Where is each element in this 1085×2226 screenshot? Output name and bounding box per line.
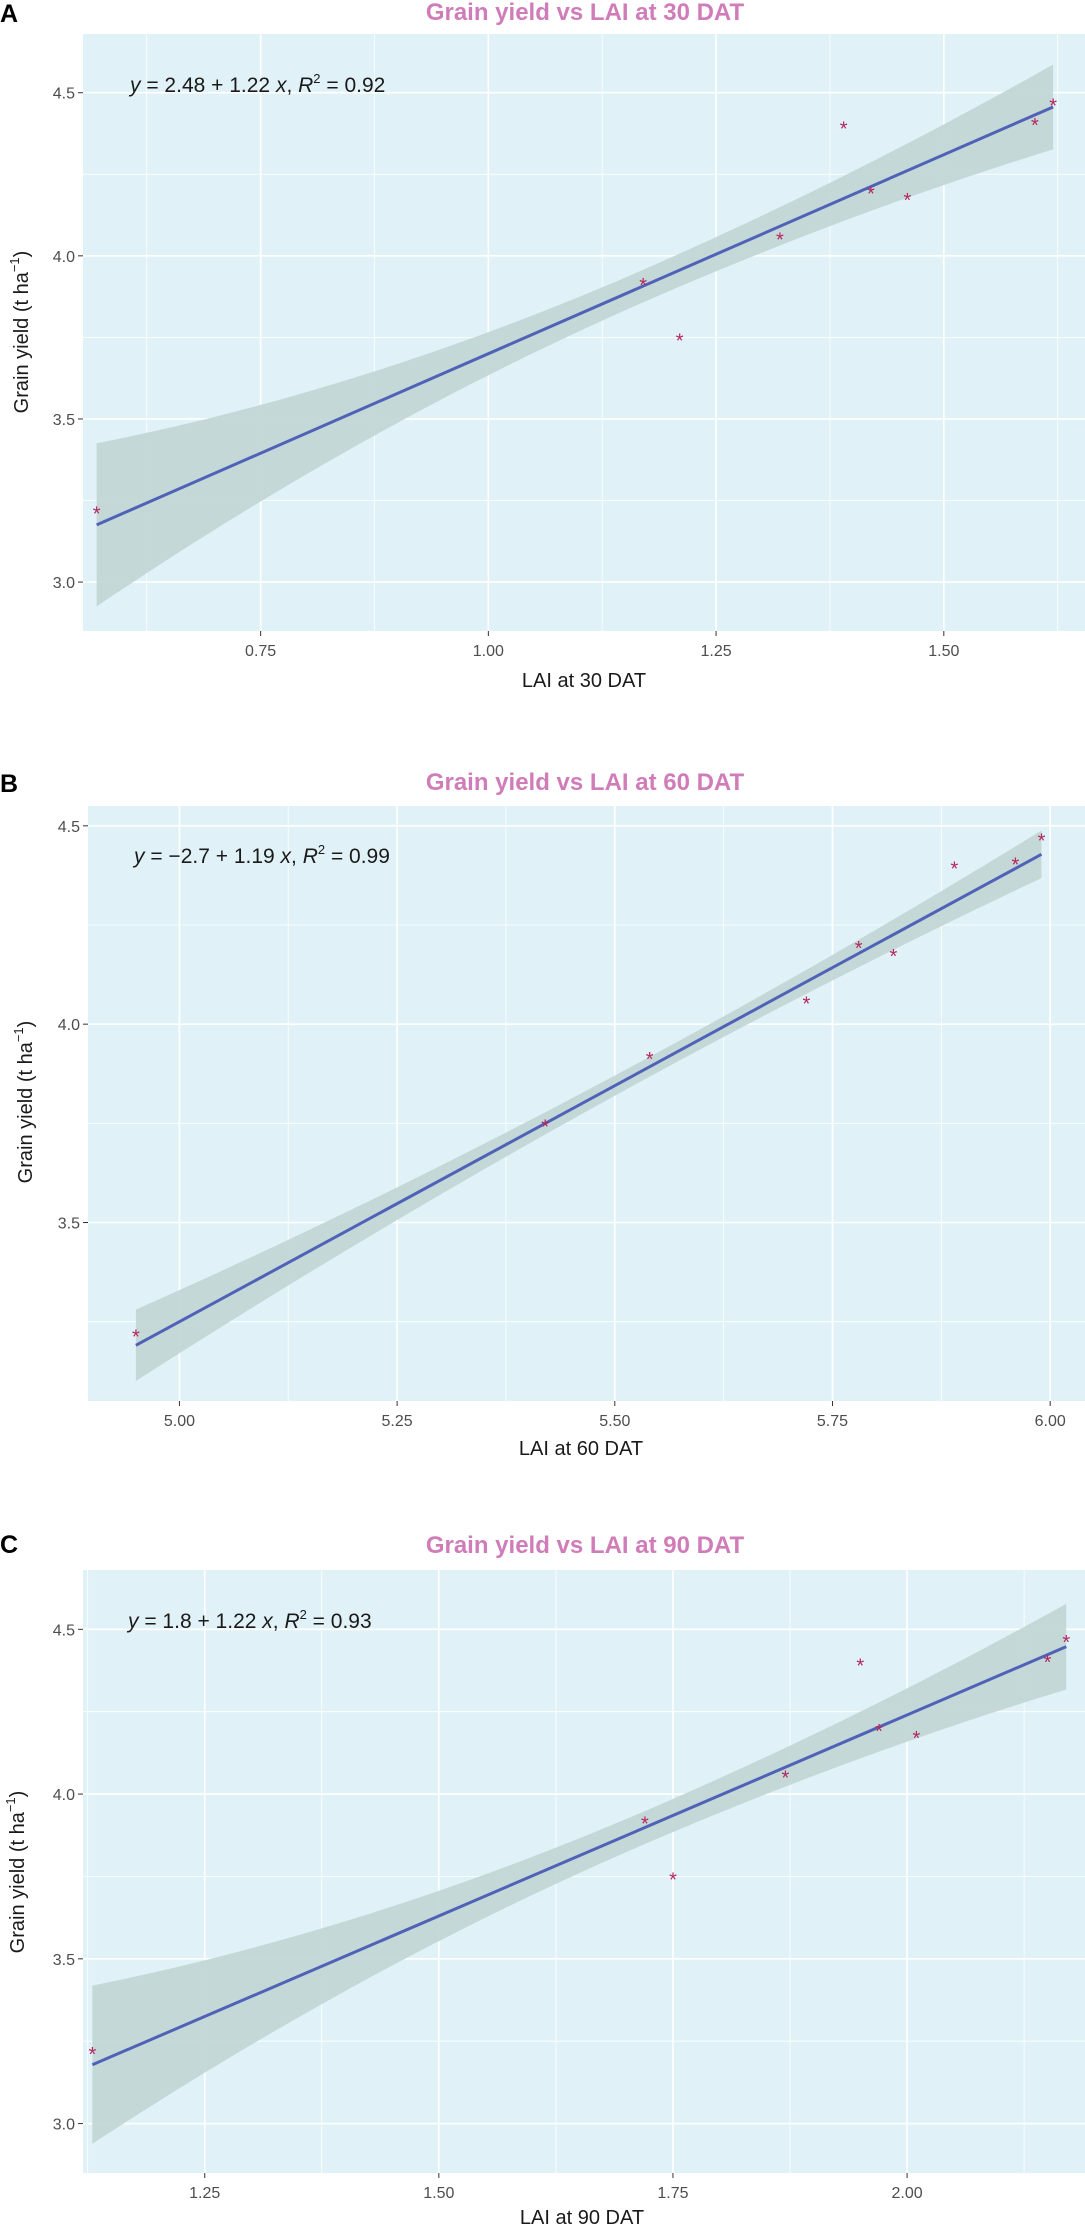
y-axis-ticks: 3.0 3.5 4.0 4.5 — [53, 86, 83, 592]
data-point: * — [676, 330, 684, 352]
x-tick-label: 1.50 — [423, 2185, 454, 2202]
data-point: * — [541, 1116, 549, 1138]
panel-c: C Grain yield vs LAI at 90 DAT ****** ***… — [0, 1531, 1085, 2226]
regression-equation: y = 1.8 + 1.22 x, R2 = 0.93 — [126, 1607, 372, 1633]
y-axis-label: Grain yield (t ha−1) — [11, 1021, 37, 1184]
regression-line — [135, 853, 1043, 1347]
x-tick-label: 1.00 — [473, 643, 504, 660]
data-point: * — [950, 859, 958, 881]
data-points: * * * * * * * * * — [88, 1632, 1070, 2066]
chart-title: Grain yield vs LAI at 90 DAT — [426, 1532, 745, 1559]
plot-area — [83, 34, 1085, 631]
x-axis-label: LAI at 90 DAT — [520, 2207, 644, 2226]
panel-a: A Grain yield vs LAI at 30 DAT ****** ***… — [0, 0, 1085, 692]
x-tick-label: 5.25 — [382, 1413, 413, 1430]
regression-line — [96, 105, 1054, 527]
y-tick-label: 4.5 — [53, 1622, 75, 1639]
data-point: * — [781, 1767, 789, 1789]
regression-equation: y = −2.7 + 1.19 x, R2 = 0.99 — [132, 842, 390, 868]
data-point: * — [641, 1813, 649, 1835]
x-axis-ticks: 1.25 1.50 1.75 2.00 — [189, 2173, 923, 2202]
y-tick-label: 4.0 — [53, 249, 75, 266]
confidence-band — [96, 64, 1054, 607]
data-point: * — [1031, 115, 1039, 137]
x-tick-label: 5.75 — [817, 1413, 848, 1430]
data-point: * — [856, 1655, 864, 1677]
data-point: * — [855, 938, 863, 960]
y-tick-label: 3.5 — [53, 412, 75, 429]
panel-letter: A — [0, 0, 18, 28]
data-point: * — [132, 1327, 140, 1349]
x-tick-label: 6.00 — [1035, 1413, 1066, 1430]
plot-area — [83, 1570, 1085, 2173]
x-axis-label: LAI at 60 DAT — [519, 1438, 643, 1460]
x-axis-ticks: 0.75 1.00 1.25 1.50 — [245, 631, 959, 660]
y-tick-label: 4.5 — [53, 86, 75, 103]
y-tick-label: 3.0 — [53, 2117, 75, 2134]
y-axis-ticks: 3.5 4.0 4.5 — [58, 819, 88, 1233]
y-axis-ticks: 3.0 3.5 4.0 4.5 — [53, 1622, 83, 2134]
data-point: * — [639, 275, 647, 297]
y-tick-label: 4.0 — [58, 1017, 80, 1034]
y-tick-label: 3.5 — [53, 1952, 75, 1969]
data-point: * — [776, 229, 784, 251]
panel-letter: C — [0, 1531, 18, 1559]
data-points: * * * * * * * * * — [132, 831, 1046, 1349]
data-point: * — [913, 1728, 921, 1750]
y-tick-label: 3.5 — [58, 1216, 80, 1233]
data-point: * — [1044, 1652, 1052, 1674]
x-tick-label: 1.25 — [701, 643, 732, 660]
x-tick-label: 1.50 — [928, 643, 959, 660]
data-point: * — [669, 1869, 677, 1891]
data-point: * — [867, 184, 875, 206]
data-point: * — [890, 946, 898, 968]
data-point: * — [1062, 1632, 1070, 1654]
regression-line — [91, 1645, 1067, 2067]
data-point: * — [903, 190, 911, 212]
data-point: * — [840, 118, 848, 140]
x-tick-label: 0.75 — [245, 643, 276, 660]
x-axis-ticks: 5.00 5.25 5.50 5.75 6.00 — [164, 1401, 1066, 1430]
confidence-band — [92, 1603, 1067, 2144]
x-tick-label: 2.00 — [892, 2185, 923, 2202]
data-point: * — [875, 1721, 883, 1743]
x-tick-label: 1.75 — [657, 2185, 688, 2202]
x-tick-label: 1.25 — [189, 2185, 220, 2202]
regression-equation: y = 2.48 + 1.22 x, R2 = 0.92 — [128, 71, 385, 97]
panel-b: B Grain yield vs LAI at 60 DAT ***** ** **… — [0, 769, 1085, 1460]
data-point: * — [88, 2044, 96, 2066]
x-tick-label: 5.00 — [164, 1413, 195, 1430]
y-axis-label: Grain yield (t ha−1) — [3, 1791, 29, 1954]
x-axis-label: LAI at 30 DAT — [522, 670, 646, 692]
data-points: * * * * * * * * * — [93, 96, 1057, 526]
data-point: * — [802, 993, 810, 1015]
data-point: * — [1011, 855, 1019, 877]
y-tick-label: 4.5 — [58, 819, 80, 836]
chart-title: Grain yield vs LAI at 30 DAT — [426, 0, 745, 26]
y-tick-label: 3.0 — [53, 575, 75, 592]
data-point: * — [1049, 96, 1057, 118]
x-tick-label: 5.50 — [599, 1413, 630, 1430]
chart-title: Grain yield vs LAI at 60 DAT — [426, 769, 745, 796]
data-point: * — [646, 1049, 654, 1071]
data-point: * — [93, 503, 101, 525]
panel-letter: B — [0, 770, 18, 798]
data-point: * — [1038, 831, 1046, 853]
confidence-band — [135, 830, 1042, 1381]
y-tick-label: 4.0 — [53, 1787, 75, 1804]
y-axis-label: Grain yield (t ha−1) — [7, 251, 33, 414]
